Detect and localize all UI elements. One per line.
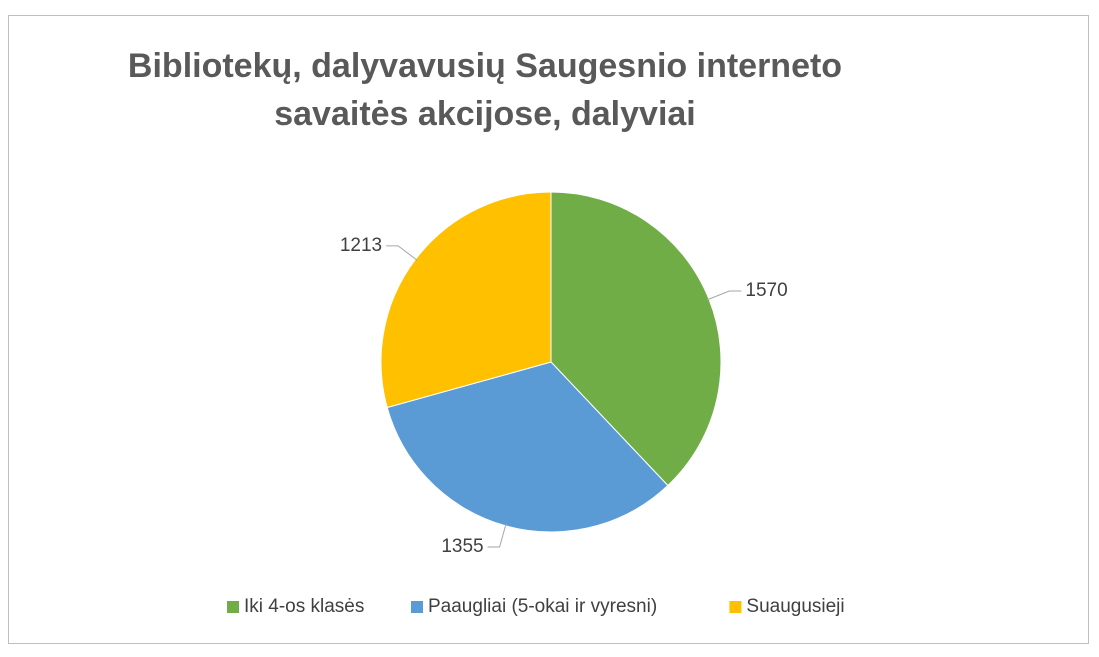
leader-line — [386, 245, 418, 261]
legend-swatch — [227, 601, 239, 613]
data-label: 1355 — [441, 536, 483, 557]
legend-swatch — [729, 601, 742, 613]
legend-label: Paaugliai (5-okai ir vyresni) — [428, 596, 657, 617]
chart-title: Bibliotekų, dalyvavusių Saugesnio intern… — [127, 47, 843, 133]
chart-frame — [8, 15, 1089, 644]
data-label: 1570 — [745, 280, 787, 301]
legend-swatch — [411, 601, 423, 613]
legend-label: Suaugusieji — [746, 596, 844, 617]
data-label: 1213 — [340, 235, 382, 256]
legend-label: Iki 4-os klasės — [244, 596, 364, 617]
leader-line — [487, 523, 507, 548]
leader-line — [706, 290, 742, 301]
